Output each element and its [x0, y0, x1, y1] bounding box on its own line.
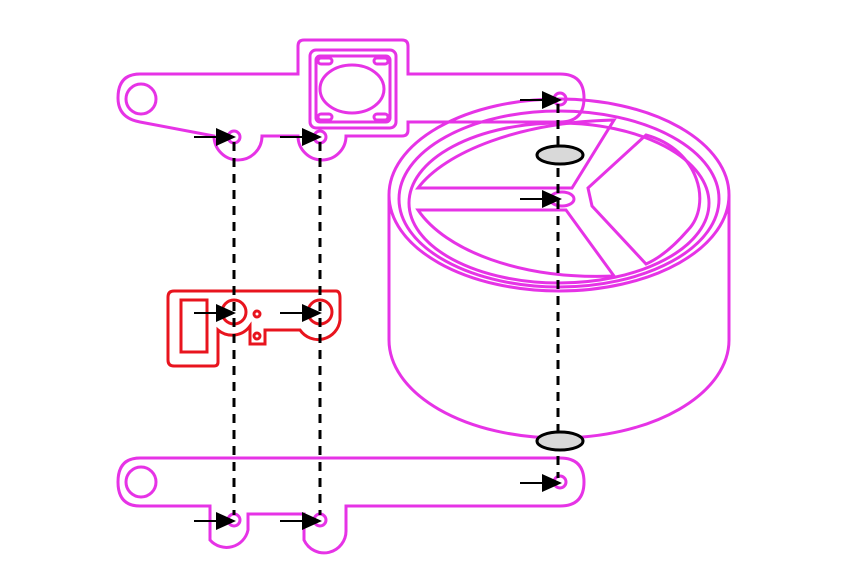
upper-arm-left-hole — [124, 82, 158, 116]
arrow-link-left — [194, 304, 236, 322]
arrow-upper-left — [194, 128, 236, 146]
hub-sector-top — [414, 118, 617, 190]
middle-link-plate — [166, 289, 342, 368]
insertion-arrows — [194, 91, 562, 530]
lower-bracket-arm — [116, 456, 586, 555]
flange-slot-bl — [316, 112, 334, 122]
arrow-hub-center — [520, 190, 562, 208]
flange-plate — [308, 48, 398, 130]
fastener-axes — [232, 104, 560, 515]
hub-sector-right — [586, 133, 702, 266]
arrow-link-right — [280, 304, 322, 322]
flange-outer-frame — [308, 48, 398, 130]
lower-washer — [535, 430, 585, 452]
flange-slot-tl — [316, 56, 334, 66]
hub-sector-left — [415, 208, 617, 278]
flange-slot-br — [372, 112, 390, 122]
arrow-upper-middle — [280, 128, 322, 146]
arrow-lower-left — [194, 512, 236, 530]
lower-arm-left-hole — [124, 465, 158, 499]
arrow-lower-right — [520, 474, 562, 492]
link-plate-slot — [179, 298, 209, 354]
link-plate-pin-2 — [252, 331, 262, 341]
flange-center-opening — [318, 63, 386, 115]
arrow-lower-middle — [280, 512, 322, 530]
arrow-upper-right — [520, 91, 562, 109]
lower-arm-outline — [116, 456, 586, 555]
flange-slot-tr — [372, 56, 390, 66]
upper-arm-outline — [116, 38, 586, 162]
flange-inner-frame — [314, 54, 392, 124]
upper-washer — [535, 144, 585, 166]
link-plate-pin-1 — [252, 309, 262, 319]
upper-bracket-arm — [116, 38, 586, 162]
